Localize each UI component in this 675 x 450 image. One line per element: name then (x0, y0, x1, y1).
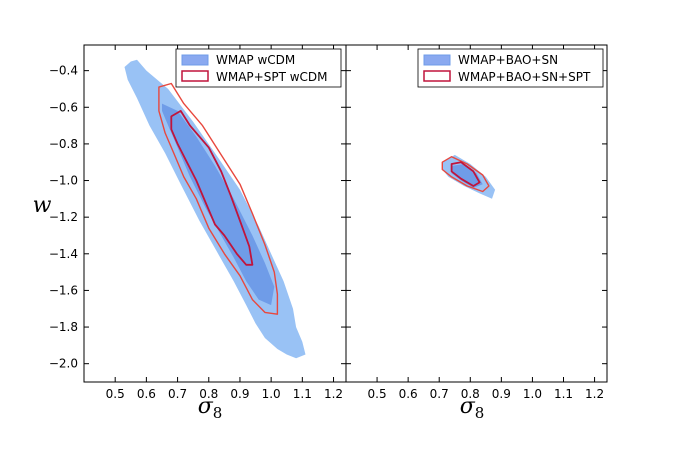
contour-spt-outer-right (441, 155, 490, 193)
contour-spt-inner-right (450, 161, 481, 187)
legend-label-wmap-bao-sn: WMAP+BAO+SN (458, 53, 558, 67)
legend-left: WMAP wCDM WMAP+SPT wCDM (175, 48, 342, 88)
contour-spt-outer-left (158, 82, 279, 315)
x-tick-label: 1.0 (523, 387, 542, 401)
panel-right: 0.5 0.6 0.7 0.8 0.9 1.0 1.1 1.2 σ8 WMAP+BAO+SN … (345, 44, 608, 422)
contours-right (441, 154, 496, 199)
y-tick-label: −1.6 (49, 283, 78, 297)
y-tick-label: −1.2 (49, 210, 78, 224)
x-tick-label: 1.2 (324, 387, 343, 401)
x-tick-label: 0.5 (106, 387, 125, 401)
x-tick-label: 0.6 (137, 387, 156, 401)
x-tick-label: 0.9 (230, 387, 249, 401)
x-tick-label: 1.1 (293, 387, 312, 401)
plot-frame-right (345, 44, 608, 383)
x-axis-label-left: σ8 (198, 394, 223, 422)
x-ticks-left: 0.5 0.6 0.7 0.8 0.9 1.0 1.1 1.2 (106, 45, 343, 401)
y-tick-label: −0.6 (49, 100, 78, 114)
y-axis-label: w (33, 193, 52, 218)
legend-swatch-wmap-spt-wcdm (181, 70, 209, 82)
contour-wmap-inner-left (162, 103, 275, 306)
y-tick-label: −0.8 (49, 137, 78, 151)
x-axis-label-right: σ8 (460, 394, 485, 422)
x-tick-label: 1.0 (262, 387, 281, 401)
y-ticks-left: −0.4 −0.6 −0.8 −1.0 −1.2 −1.4 −1.6 −1.8 −2.0 (49, 64, 346, 371)
legend-label-wmap-bao-sn-spt: WMAP+BAO+SN+SPT (458, 70, 591, 84)
y-tick-label: −1.8 (49, 320, 78, 334)
y-tick-label: −1.0 (49, 174, 78, 188)
x-tick-label: 0.7 (168, 387, 187, 401)
x-ticks-right: 0.5 0.6 0.7 0.8 0.9 1.0 1.1 1.2 (368, 45, 604, 401)
legend-label-wmap-spt-wcdm: WMAP+SPT wCDM (216, 70, 328, 84)
x-tick-label: 0.8 (199, 387, 218, 401)
legend-swatch-wmap-wcdm (181, 54, 209, 66)
x-tick-label: 0.7 (430, 387, 449, 401)
x-tick-label: 0.9 (492, 387, 511, 401)
contour-wmap-inner-right (451, 164, 483, 188)
y-ticks-right (346, 70, 607, 365)
legend-swatch-wmap-bao-sn-spt (423, 70, 451, 82)
y-tick-label: −0.4 (49, 64, 78, 78)
x-tick-label: 0.6 (399, 387, 418, 401)
x-tick-label: 1.1 (554, 387, 573, 401)
panel-left: 0.5 0.6 0.7 0.8 0.9 1.0 1.1 1.2 −0.4 −0.6 −0.8 −1.… (49, 44, 347, 422)
legend-right: WMAP+BAO+SN WMAP+BAO+SN+SPT (417, 48, 604, 88)
legend-swatch-wmap-bao-sn (423, 54, 451, 66)
x-tick-label: 0.5 (368, 387, 387, 401)
legend-label-wmap-wcdm: WMAP wCDM (216, 53, 295, 67)
x-tick-label: 0.8 (461, 387, 480, 401)
x-tick-label: 1.2 (585, 387, 604, 401)
contour-spt-inner-left (170, 110, 254, 266)
y-tick-label: −1.4 (49, 247, 78, 261)
y-tick-label: −2.0 (49, 357, 78, 371)
contours-left (124, 59, 306, 359)
